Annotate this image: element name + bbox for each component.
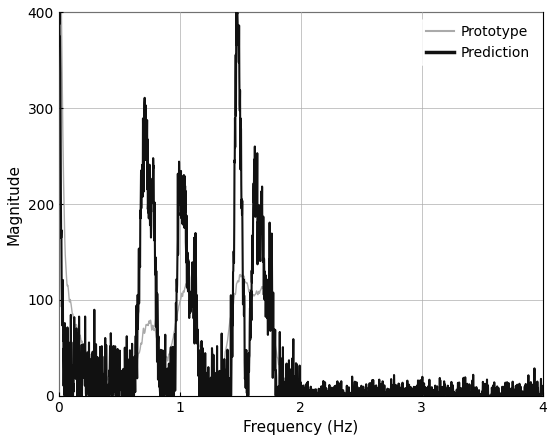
- Prototype: [80, 346, 87, 351]
- Prediction: [526, 385, 532, 390]
- Prototype: [278, 371, 285, 377]
- Prototype: [540, 393, 546, 398]
- Prototype: [55, 10, 62, 15]
- Line: Prototype: Prototype: [59, 12, 543, 396]
- Prediction: [525, 393, 532, 398]
- Prototype: [525, 393, 532, 398]
- X-axis label: Frequency (Hz): Frequency (Hz): [243, 420, 358, 435]
- Prediction: [278, 370, 285, 376]
- Prediction: [61, 393, 68, 398]
- Prototype: [291, 393, 297, 398]
- Prototype: [290, 393, 297, 398]
- Prediction: [437, 393, 443, 398]
- Prediction: [291, 393, 297, 398]
- Prototype: [437, 392, 443, 397]
- Prototype: [526, 393, 532, 398]
- Prediction: [55, 10, 62, 15]
- Legend: Prototype, Prediction: Prototype, Prediction: [421, 19, 536, 65]
- Prediction: [80, 357, 87, 362]
- Line: Prediction: Prediction: [59, 12, 543, 396]
- Prediction: [540, 383, 546, 389]
- Y-axis label: Magnitude: Magnitude: [7, 164, 22, 244]
